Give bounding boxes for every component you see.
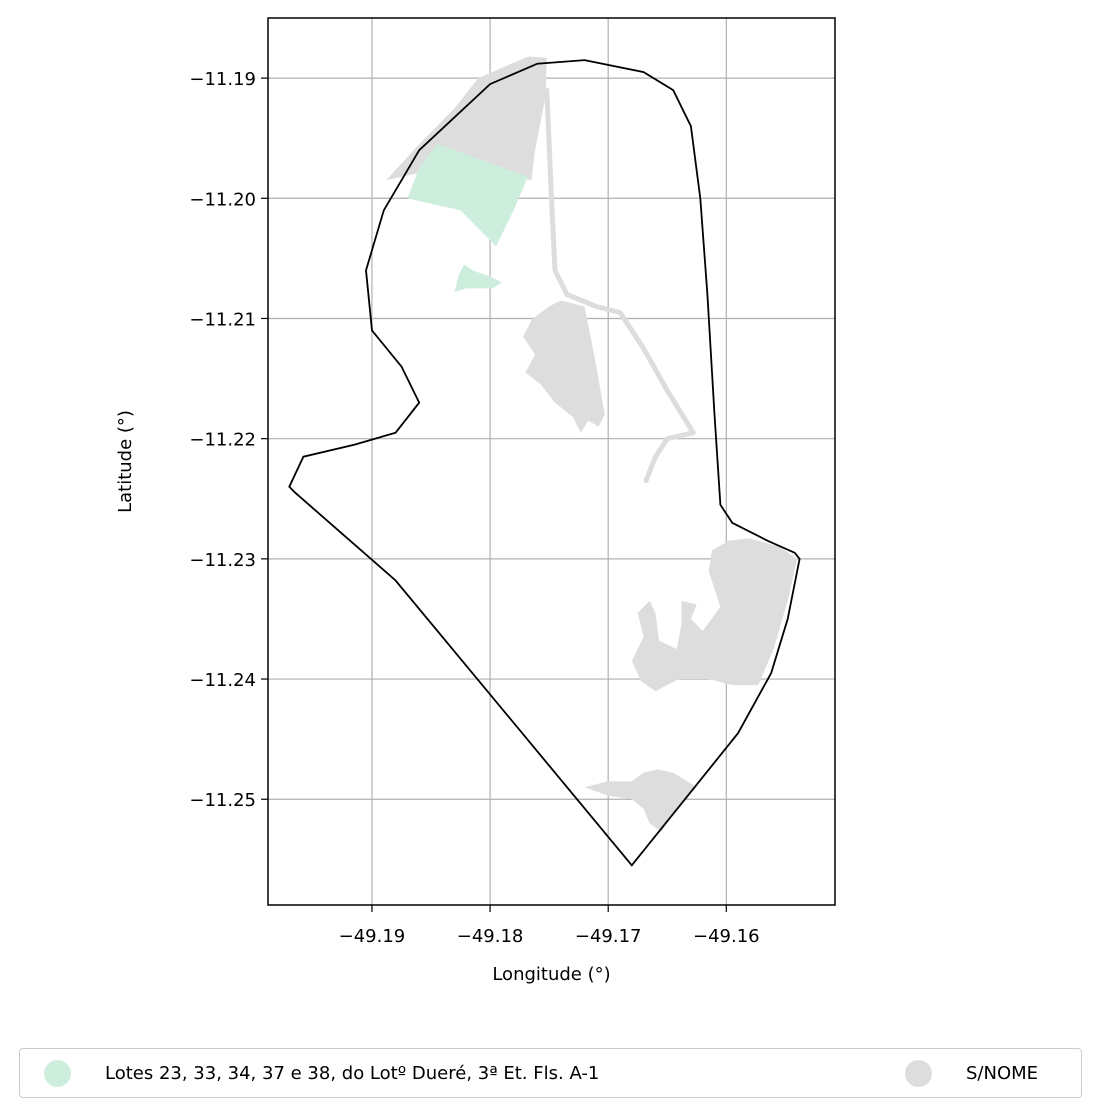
feature-s-nome-polygon [584,769,697,832]
legend-item-lotes: Lotes 23, 33, 34, 37 e 38, do Lotº Dueré… [44,1060,599,1087]
axis-ticks: −49.19 −49.18 −49.17 −49.16 −11.19 −11.20 −11.… [189,69,759,947]
x-tick-label: −49.19 [339,926,406,947]
legend: Lotes 23, 33, 34, 37 e 38, do Lotº Dueré… [19,1048,1082,1098]
boundary-outline [288,59,801,867]
y-tick-label: −11.21 [189,309,256,330]
map-plot: −49.19 −49.18 −49.17 −49.16 −11.19 −11.20 −11.… [115,17,836,985]
legend-item-snome: S/NOME [905,1060,1038,1087]
x-axis-title: Longitude (°) [492,964,610,985]
plot-frame [267,17,836,906]
y-tick-label: −11.23 [189,550,256,571]
y-tick-label: −11.19 [189,69,256,90]
map-features [386,56,798,832]
feature-lotes-polygon [407,144,528,247]
y-tick-label: −11.25 [189,790,256,811]
legend-marker-snome-icon [905,1060,932,1087]
legend-label-lotes: Lotes 23, 33, 34, 37 e 38, do Lotº Dueré… [105,1063,600,1084]
x-tick-label: −49.17 [575,926,642,947]
feature-s-nome-polygon [523,300,605,433]
y-tick-label: −11.22 [189,430,256,451]
x-tick-label: −49.18 [457,926,524,947]
feature-s-nome-polygon [386,56,547,181]
feature-s-nome-polygon [631,538,798,692]
y-tick-label: −11.24 [189,670,256,691]
y-tick-label: −11.20 [189,189,256,210]
y-axis-title: Latitude (°) [115,410,136,513]
feature-lotes-polygon [454,264,502,292]
x-tick-label: −49.16 [693,926,760,947]
legend-marker-lotes-icon [44,1060,71,1087]
feature-s-nome-line [544,87,696,484]
legend-label-snome: S/NOME [966,1063,1039,1084]
